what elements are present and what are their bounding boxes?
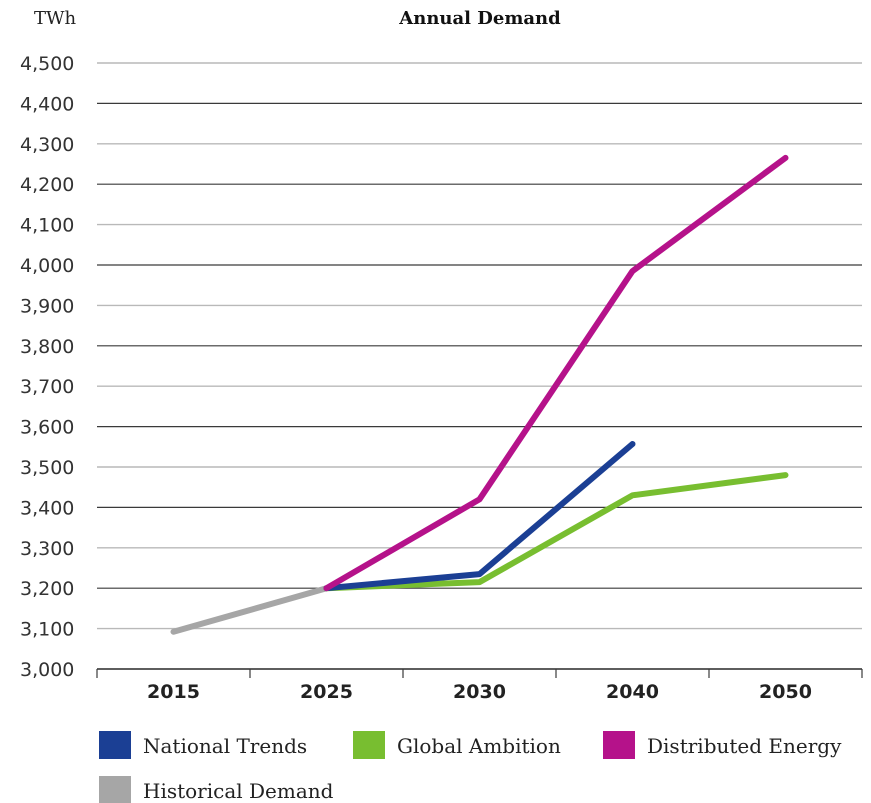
chart-title: Annual Demand: [398, 8, 561, 29]
y-axis-ticks: 3,000 3,100 3,200 3,300 3,400 3,500 3,600 3,700…: [20, 53, 74, 681]
y-tick-label: 4,400: [20, 93, 74, 115]
y-tick-label: 3,200: [20, 578, 74, 600]
series-lines: [170, 154, 789, 635]
y-tick-label: 4,100: [20, 215, 74, 237]
x-tick-label: 2040: [606, 681, 659, 703]
series-line-global-ambition: [323, 472, 789, 592]
legend-swatch-distributed-energy: [603, 731, 635, 759]
legend-label-distributed-energy: Distributed Energy: [647, 734, 842, 758]
legend-swatch-historical-demand: [99, 776, 131, 803]
legend: National Trends Global Ambition Distribute…: [99, 731, 842, 803]
x-tick-label: 2025: [300, 681, 353, 703]
y-tick-label: 4,500: [20, 53, 74, 75]
y-tick-label: 3,900: [20, 295, 74, 317]
y-tick-label: 3,000: [20, 659, 74, 681]
gridlines: [97, 62, 862, 670]
y-tick-label: 3,100: [20, 619, 74, 641]
y-tick-label: 4,200: [20, 174, 74, 196]
x-axis: 2015 2025 2030 2040 2050: [96, 668, 863, 703]
y-axis-unit-label: TWh: [34, 8, 77, 29]
series-line-distributed-energy: [323, 154, 789, 592]
x-tick-label: 2030: [453, 681, 506, 703]
series-line-national-trends: [323, 441, 636, 592]
legend-swatch-national-trends: [99, 731, 131, 759]
y-tick-label: 4,000: [20, 255, 74, 277]
y-tick-label: 3,400: [20, 497, 74, 519]
y-tick-label: 3,800: [20, 336, 74, 358]
x-tick-label: 2050: [759, 681, 812, 703]
legend-label-global-ambition: Global Ambition: [397, 734, 561, 758]
series-line-historical-demand: [170, 585, 330, 635]
y-tick-label: 3,300: [20, 538, 74, 560]
legend-swatch-global-ambition: [353, 731, 385, 759]
x-tick-label: 2015: [147, 681, 200, 703]
legend-label-historical-demand: Historical Demand: [143, 779, 334, 803]
y-tick-label: 3,600: [20, 417, 74, 439]
y-tick-label: 3,700: [20, 376, 74, 398]
legend-label-national-trends: National Trends: [143, 734, 307, 758]
y-tick-label: 4,300: [20, 134, 74, 156]
y-tick-label: 3,500: [20, 457, 74, 479]
